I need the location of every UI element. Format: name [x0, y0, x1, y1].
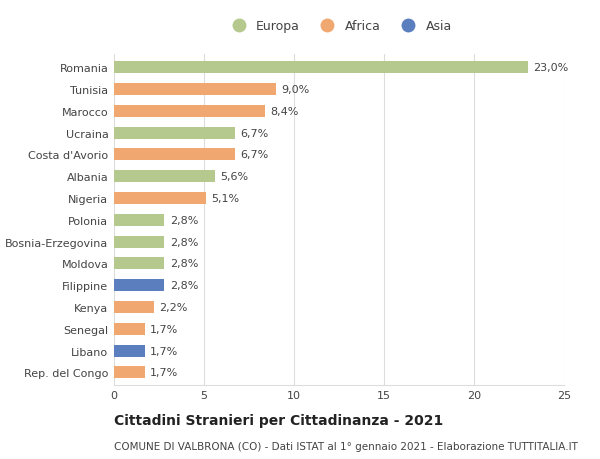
- Text: COMUNE DI VALBRONA (CO) - Dati ISTAT al 1° gennaio 2021 - Elaborazione TUTTITALI: COMUNE DI VALBRONA (CO) - Dati ISTAT al …: [114, 441, 578, 451]
- Bar: [114, 106, 265, 118]
- Bar: [114, 367, 145, 379]
- Bar: [114, 345, 145, 357]
- Bar: [114, 193, 206, 205]
- Bar: [114, 258, 164, 270]
- Text: 1,7%: 1,7%: [150, 346, 178, 356]
- Bar: [114, 171, 215, 183]
- Legend: Europa, Africa, Asia: Europa, Africa, Asia: [221, 15, 457, 38]
- Text: 2,8%: 2,8%: [170, 259, 198, 269]
- Text: 6,7%: 6,7%: [240, 150, 268, 160]
- Text: 5,1%: 5,1%: [211, 194, 239, 204]
- Bar: [114, 62, 528, 74]
- Bar: [114, 149, 235, 161]
- Bar: [114, 323, 145, 335]
- Text: Cittadini Stranieri per Cittadinanza - 2021: Cittadini Stranieri per Cittadinanza - 2…: [114, 413, 443, 427]
- Bar: [114, 214, 164, 226]
- Text: 2,2%: 2,2%: [159, 302, 187, 312]
- Text: 23,0%: 23,0%: [533, 63, 569, 73]
- Bar: [114, 84, 276, 96]
- Bar: [114, 236, 164, 248]
- Bar: [114, 128, 235, 140]
- Bar: [114, 280, 164, 291]
- Text: 2,8%: 2,8%: [170, 237, 198, 247]
- Text: 1,7%: 1,7%: [150, 368, 178, 377]
- Text: 9,0%: 9,0%: [281, 85, 310, 95]
- Text: 5,6%: 5,6%: [220, 172, 248, 182]
- Text: 2,8%: 2,8%: [170, 280, 198, 291]
- Bar: [114, 301, 154, 313]
- Text: 1,7%: 1,7%: [150, 324, 178, 334]
- Text: 6,7%: 6,7%: [240, 129, 268, 138]
- Text: 8,4%: 8,4%: [271, 106, 299, 117]
- Text: 2,8%: 2,8%: [170, 215, 198, 225]
